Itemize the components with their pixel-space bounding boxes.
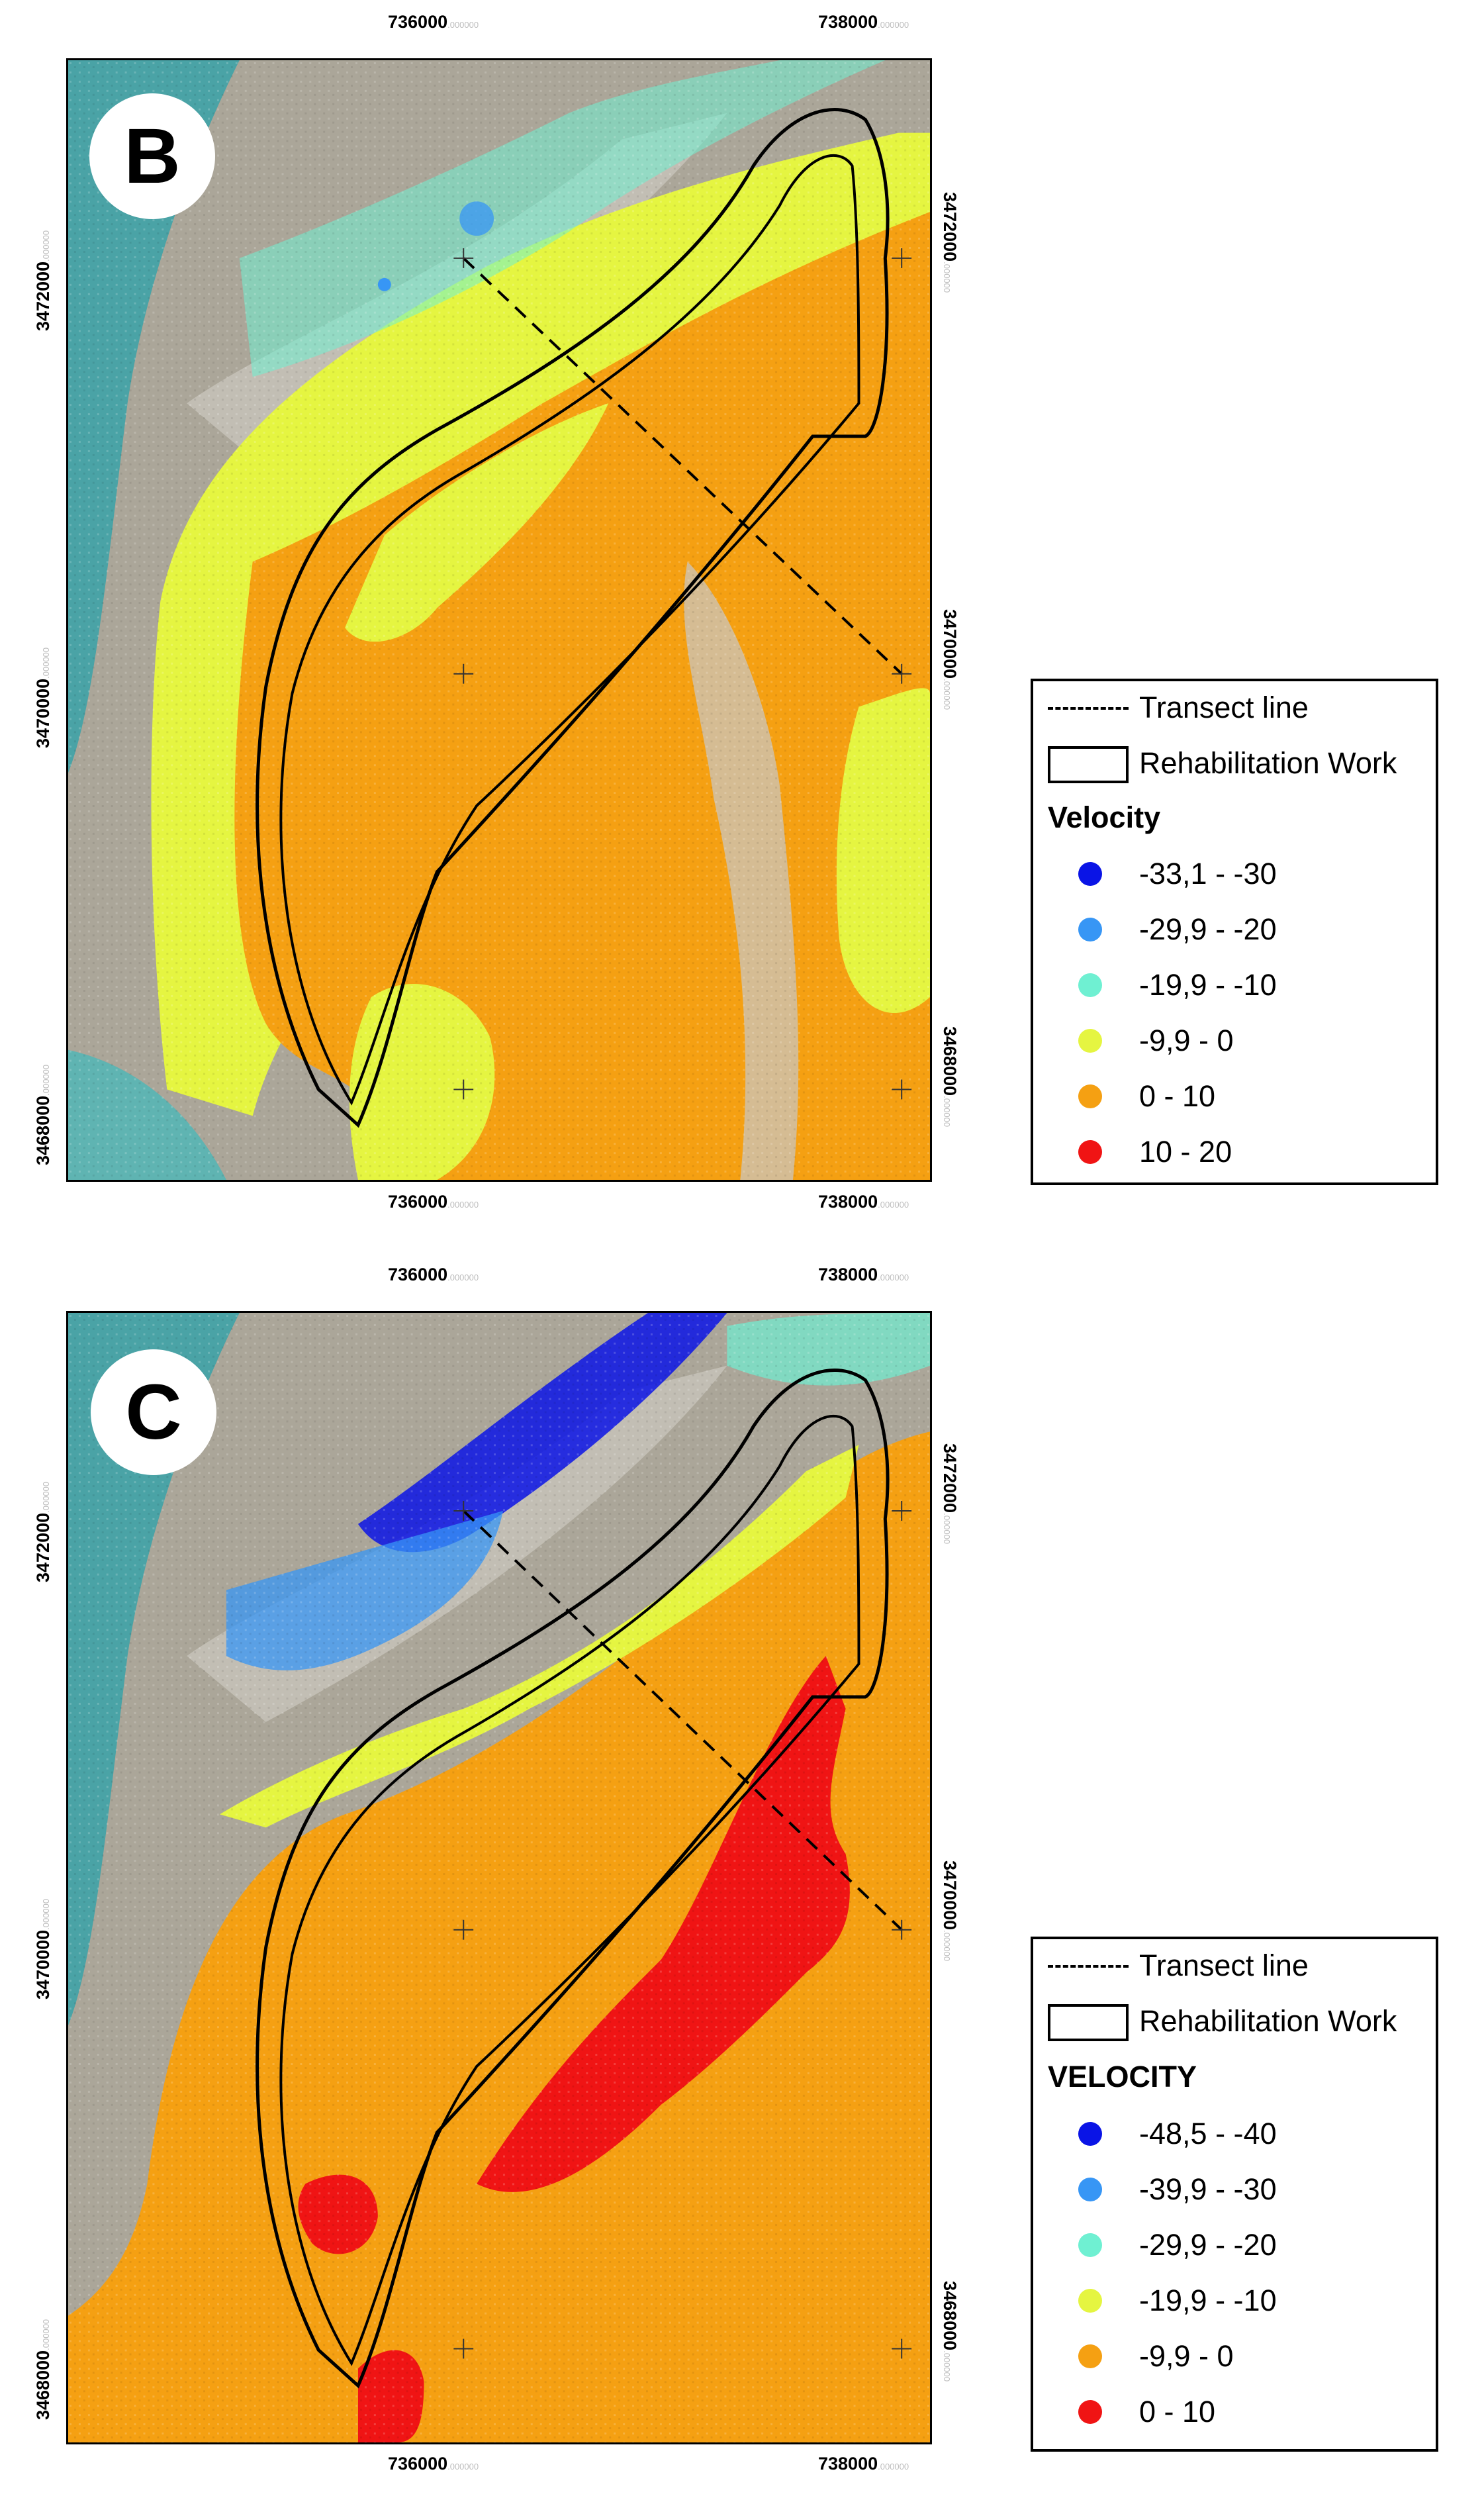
x-tick-bottom-736000: 736000.000000 (388, 2454, 479, 2474)
rehabilitation-work-boundary (255, 1369, 890, 2389)
x-tick-top-738000: 738000.000000 (818, 12, 909, 32)
y-tick-right-3470000: 3470000.000000 (940, 1860, 960, 1962)
legend-class: -29,9 - -20 (1033, 910, 1436, 949)
class-swatch (1078, 2344, 1102, 2368)
legend-class: -9,9 - 0 (1033, 1021, 1436, 1061)
legend-class: 0 - 10 (1033, 1077, 1436, 1116)
velocity-map-c (68, 1313, 930, 2442)
legend-class: -29,9 - -20 (1033, 2225, 1436, 2265)
class-swatch (1078, 2400, 1102, 2424)
legend-class: -19,9 - -10 (1033, 2281, 1436, 2321)
transect-line-symbol (1048, 1965, 1129, 1968)
legend-item-boundary: Rehabilitation Work (1033, 744, 1436, 783)
y-tick-right-3472000: 3472000.000000 (940, 192, 960, 293)
grid-crosses (453, 1501, 912, 2359)
rehabilitation-work-boundary (255, 108, 890, 1128)
y-tick-right-3472000: 3472000.000000 (940, 1443, 960, 1545)
x-tick-top-736000: 736000.000000 (388, 12, 479, 32)
legend-title-b: Velocity (1048, 800, 1161, 834)
boundary-symbol (1048, 2004, 1129, 2041)
x-tick-top-736000: 736000.000000 (388, 1265, 479, 1284)
legend-class: -39,9 - -30 (1033, 2170, 1436, 2209)
x-tick-bottom-738000: 738000.000000 (818, 2454, 909, 2474)
panel-label-b: B (89, 93, 215, 219)
transect-line (462, 1510, 903, 1931)
class-swatch (1078, 2122, 1102, 2146)
map-panel-c: 736000.000000 738000.000000 736000.00000… (0, 1245, 1484, 2502)
legend-item-transect: Transect line (1033, 1946, 1436, 1986)
y-tick-left-3468000: 3468000.000000 (33, 1064, 53, 1165)
legend-class: 0 - 10 (1033, 2392, 1436, 2432)
legend-class: -33,1 - -30 (1033, 854, 1436, 894)
class-swatch (1078, 2178, 1102, 2201)
y-tick-right-3468000: 3468000.000000 (940, 1026, 960, 1128)
legend-class: -9,9 - 0 (1033, 2336, 1436, 2376)
rehabilitation-work-inner-boundary (279, 154, 860, 1106)
scatter-blue-cluster (459, 201, 494, 236)
x-tick-bottom-738000: 738000.000000 (818, 1192, 909, 1212)
transect-line-symbol (1048, 707, 1129, 710)
y-tick-left-3472000: 3472000.000000 (33, 230, 53, 331)
class-swatch (1078, 1084, 1102, 1108)
class-swatch (1078, 1029, 1102, 1053)
legend-class: -48,5 - -40 (1033, 2114, 1436, 2154)
map-frame-b[interactable]: B (66, 58, 932, 1182)
map-panel-b: 736000.000000 738000.000000 736000.00000… (0, 0, 1484, 1245)
grid-crosses (453, 248, 912, 1100)
legend-c: Transect line Rehabilitation Work VELOCI… (1031, 1937, 1438, 2452)
rehabilitation-work-inner-boundary (279, 1414, 860, 2366)
y-tick-left-3470000: 3470000.000000 (33, 1898, 53, 1999)
x-tick-top-738000: 738000.000000 (818, 1265, 909, 1284)
boundary-symbol (1048, 746, 1129, 783)
class-swatch (1078, 862, 1102, 886)
transect-line (462, 257, 903, 675)
class-swatch (1078, 2233, 1102, 2257)
legend-class: -19,9 - -10 (1033, 965, 1436, 1005)
panel-label-c: C (91, 1349, 216, 1475)
x-tick-bottom-736000: 736000.000000 (388, 1192, 479, 1212)
class-swatch (1078, 2289, 1102, 2313)
legend-title-c: VELOCITY (1048, 2060, 1197, 2093)
class-swatch (1078, 1140, 1102, 1164)
y-tick-left-3470000: 3470000.000000 (33, 647, 53, 748)
map-frame-c[interactable]: C (66, 1311, 932, 2444)
y-tick-left-3472000: 3472000.000000 (33, 1481, 53, 1582)
velocity-map-b (68, 60, 930, 1180)
y-tick-left-3468000: 3468000.000000 (33, 2319, 53, 2420)
legend-item-boundary: Rehabilitation Work (1033, 2001, 1436, 2041)
legend-item-transect: Transect line (1033, 688, 1436, 728)
y-tick-right-3470000: 3470000.000000 (940, 609, 960, 710)
class-swatch (1078, 918, 1102, 941)
legend-class: 10 - 20 (1033, 1132, 1436, 1172)
legend-b: Transect line Rehabilitation Work Veloci… (1031, 679, 1438, 1185)
y-tick-right-3468000: 3468000.000000 (940, 2281, 960, 2382)
class-swatch (1078, 973, 1102, 997)
